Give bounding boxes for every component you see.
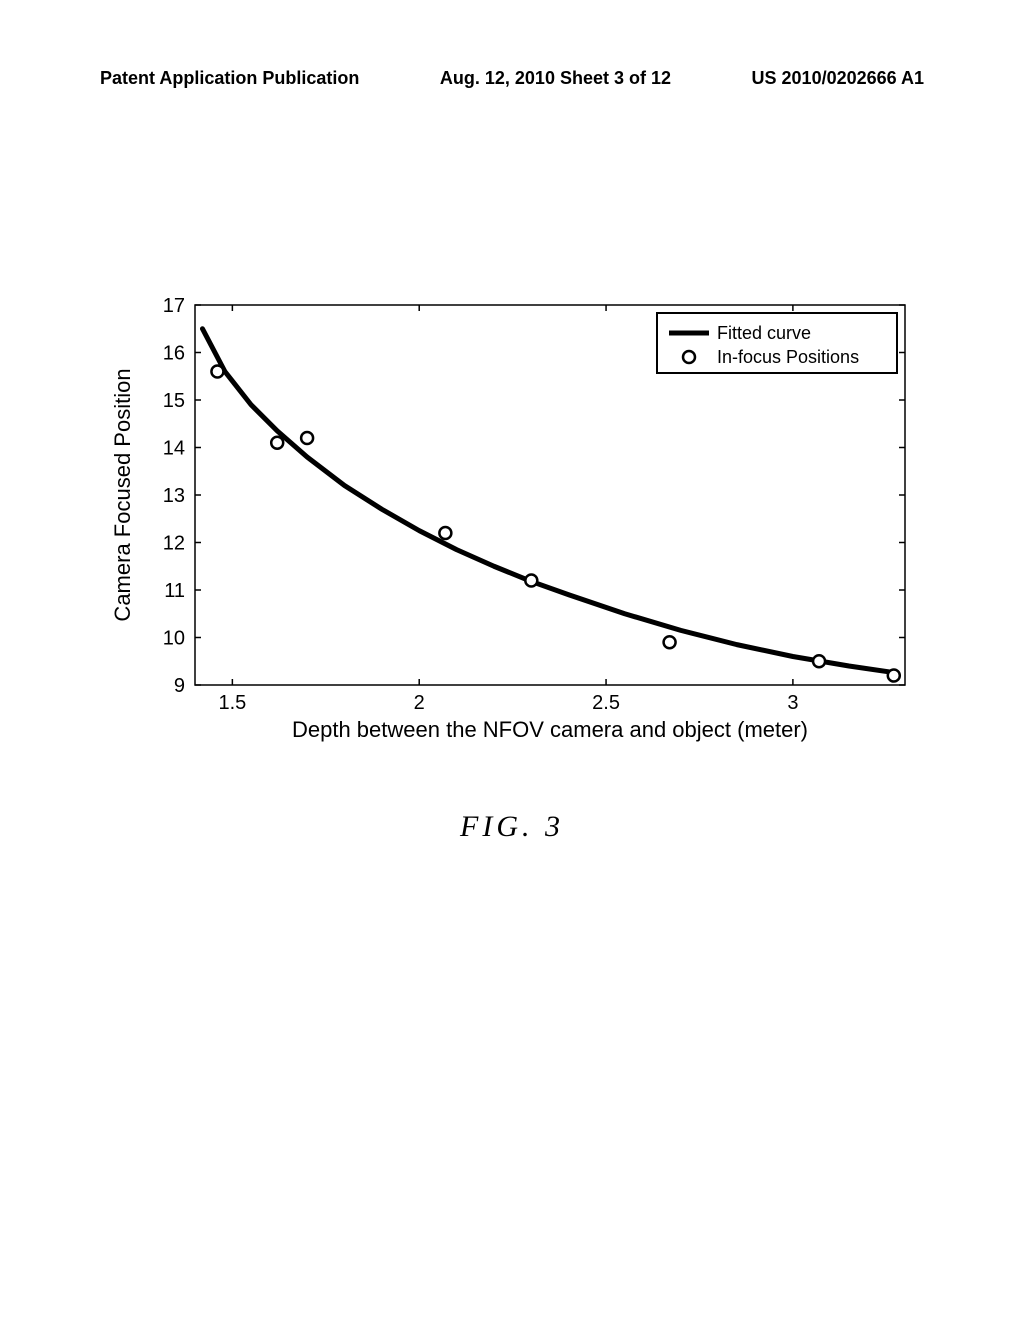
header-right: US 2010/0202666 A1 bbox=[752, 68, 924, 89]
svg-text:In-focus Positions: In-focus Positions bbox=[717, 347, 859, 367]
page-header: Patent Application Publication Aug. 12, … bbox=[0, 68, 1024, 89]
header-center: Aug. 12, 2010 Sheet 3 of 12 bbox=[440, 68, 671, 89]
chart-container: 9 10 11 12 13 14 15 16 17 1.5 2 2.5 3 Depth between t… bbox=[100, 290, 920, 760]
svg-text:17: 17 bbox=[163, 295, 185, 317]
svg-text:Fitted curve: Fitted curve bbox=[717, 323, 811, 343]
svg-text:2: 2 bbox=[414, 692, 425, 714]
svg-text:12: 12 bbox=[163, 533, 185, 555]
svg-text:14: 14 bbox=[163, 438, 185, 460]
svg-text:11: 11 bbox=[164, 580, 185, 602]
svg-text:1.5: 1.5 bbox=[218, 692, 246, 714]
svg-text:13: 13 bbox=[163, 485, 185, 507]
figure-label: FIG. 3 bbox=[0, 810, 1024, 844]
header-left: Patent Application Publication bbox=[100, 68, 359, 89]
chart-svg: 9 10 11 12 13 14 15 16 17 1.5 2 2.5 3 Depth between t… bbox=[100, 290, 920, 760]
svg-text:3: 3 bbox=[787, 692, 798, 714]
page: Patent Application Publication Aug. 12, … bbox=[0, 0, 1024, 1320]
svg-text:Camera Focused Position: Camera Focused Position bbox=[110, 368, 135, 621]
svg-text:Depth between the NFOV camera: Depth between the NFOV camera and object… bbox=[292, 717, 808, 742]
svg-text:10: 10 bbox=[163, 628, 185, 650]
svg-text:16: 16 bbox=[163, 343, 185, 365]
svg-text:2.5: 2.5 bbox=[592, 692, 620, 714]
svg-text:9: 9 bbox=[174, 675, 185, 697]
svg-text:15: 15 bbox=[163, 390, 185, 412]
